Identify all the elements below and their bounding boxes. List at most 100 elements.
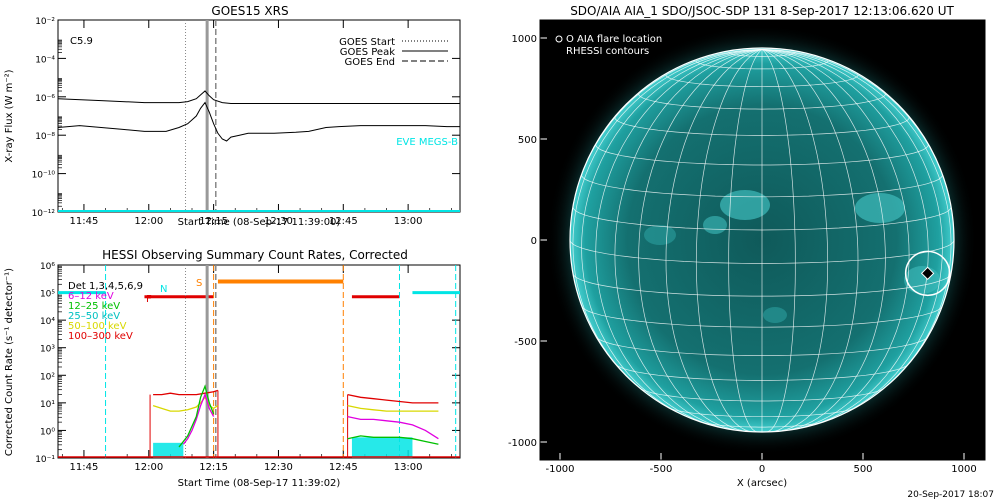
heliographic-grid — [570, 49, 954, 432]
goes-y-tick-label: 10⁻⁴ — [35, 55, 55, 65]
grid-meridian — [638, 49, 763, 431]
active-region-2 — [855, 193, 905, 223]
goes-y-tick-label: 10⁻² — [35, 17, 55, 27]
hessi-x-tick-label: 13:00 — [394, 462, 423, 473]
goes-series-short — [57, 101, 460, 142]
hessi-series-0 — [153, 389, 219, 396]
aia-y-tick-label: -500 — [514, 337, 537, 348]
aia-x-title: X (arcsec) — [737, 478, 787, 489]
hessi-y-tick-label: 10³ — [40, 345, 55, 355]
goes-plot-frame — [57, 19, 461, 213]
aia-x-tick-label: 1000 — [951, 464, 976, 475]
hessi-y-tick-label: 10⁶ — [40, 262, 55, 272]
grid-meridian — [728, 49, 763, 432]
grid-meridian — [572, 49, 763, 397]
hessi-legend-item: 6–12 keV — [68, 291, 114, 302]
aia-x-tick-label: -500 — [650, 464, 673, 475]
aia-y-tick-label: 500 — [518, 135, 537, 146]
hessi-series-5 — [347, 404, 439, 412]
aia-y-tick-label: 1000 — [512, 34, 537, 45]
goes-series-long — [57, 90, 460, 104]
hessi-panel: HESSI Observing Summary Count Rates, Cor… — [4, 248, 461, 489]
eve-megs-label: EVE MEGS-B — [396, 137, 458, 148]
legend-aia-flare: O AIA flare location — [566, 34, 662, 45]
hessi-state-bars — [58, 279, 460, 299]
legend-rhessi: RHESSI contours — [566, 46, 649, 57]
hessi-x-tick-label: 11:45 — [70, 462, 99, 473]
aia-title: SDO/AIA AIA_1 SDO/JSOC-SDP 131 8-Sep-201… — [570, 4, 954, 18]
hessi-series-4 — [347, 393, 439, 404]
grid-meridian — [665, 49, 763, 432]
hessi-series — [152, 384, 439, 448]
hessi-legend-item: 12–25 keV — [68, 301, 120, 312]
hessi-y-tick-label: 10¹ — [40, 400, 55, 410]
hessi-x-title: Start Time (08-Sep-17 11:39:02) — [178, 478, 341, 489]
hessi-y-title: Corrected Count Rate (s⁻¹ detector⁻¹) — [4, 268, 15, 456]
goes-panel: GOES15 XRS 10⁻¹² 10⁻¹⁰ 10⁻⁸ 10⁻⁶ 10⁻⁴ 10⁻² 11… — [4, 4, 461, 228]
goes-x-tick-label: 12:45 — [329, 216, 358, 227]
goes-x-tick-label: 12:00 — [134, 216, 163, 227]
active-region-5 — [763, 307, 787, 323]
aia-y-axis: -1000 -500 0 500 1000 — [508, 34, 547, 449]
hessi-series-6 — [347, 415, 439, 440]
aia-panel: -1000 -500 0 500 1000 -1000 -500 0 500 1000 SDO/… — [508, 4, 986, 489]
hessi-cyan-noise-right — [351, 437, 413, 458]
legend-aia-marker — [555, 35, 563, 43]
goes-y-tick-label: 10⁻⁸ — [35, 132, 55, 142]
footer-timestamp: 20-Sep-2017 18:07 — [907, 490, 994, 500]
grid-meridian — [761, 49, 943, 422]
grid-meridian — [595, 49, 763, 428]
hessi-title: HESSI Observing Summary Count Rates, Cor… — [102, 248, 408, 262]
hessi-detectors: Det 1,3,4,5,6,9 — [68, 281, 143, 292]
aia-x-tick-label: 500 — [853, 464, 872, 475]
hessi-series-7 — [347, 435, 439, 445]
flag-f: F — [146, 294, 152, 305]
legend-goes-end: GOES End — [345, 57, 395, 68]
grid-meridian — [695, 49, 763, 432]
hessi-x-tick-label: 12:00 — [134, 462, 163, 473]
aia-x-axis: -1000 -500 0 500 1000 — [545, 453, 977, 475]
goes-y-tick-label: 10⁻¹² — [32, 209, 56, 219]
hessi-legend-item: 50–100 keV — [68, 321, 127, 332]
goes-x-tick-label: 13:00 — [394, 216, 423, 227]
legend-goes-peak: GOES Peak — [340, 47, 395, 58]
grid-meridian — [761, 49, 796, 432]
flag-s: S — [196, 278, 202, 289]
hessi-y-tick-label: 10⁰ — [40, 427, 55, 437]
goes-y-tick-label: 10⁻¹⁰ — [32, 171, 56, 181]
aia-x-tick-label: 0 — [759, 464, 765, 475]
grid-meridian — [614, 49, 763, 430]
goes-series — [57, 90, 460, 142]
hessi-x-tick-label: 12:45 — [329, 462, 358, 473]
hessi-legend-item: 25–50 keV — [68, 311, 120, 322]
goes-x-tick-label: 11:45 — [70, 216, 99, 227]
hessi-y-tick-label: 10² — [40, 372, 55, 382]
legend-goes-start: GOES Start — [339, 37, 395, 48]
active-region-6 — [904, 266, 940, 294]
goes-y-axis: 10⁻¹² 10⁻¹⁰ 10⁻⁸ 10⁻⁶ 10⁻⁴ 10⁻² — [32, 17, 460, 219]
goes-class-label: C5.9 — [70, 36, 93, 47]
goes-x-tick-label: 12:15 — [199, 216, 228, 227]
aia-y-tick-label: -1000 — [508, 438, 537, 449]
goes-x-title: Start Time (08-Sep-17 11:39:00) — [178, 217, 341, 228]
goes-y-title: X-ray Flux (W m⁻²) — [4, 69, 15, 162]
hessi-plot-frame — [57, 264, 461, 459]
active-region-3 — [703, 216, 727, 234]
grid-meridian — [761, 49, 859, 432]
flag-n: N — [160, 284, 167, 295]
grid-meridian — [761, 49, 929, 428]
aia-plot-frame — [539, 19, 986, 461]
flare-location-circle — [904, 250, 951, 297]
solar-limb — [569, 47, 955, 433]
goes-y-tick-label: 10⁻⁶ — [35, 94, 55, 104]
hessi-y-tick-label: 10⁻¹ — [35, 455, 55, 465]
active-region-4 — [644, 225, 676, 245]
grid-meridian — [761, 49, 829, 432]
hessi-series-2 — [182, 392, 215, 445]
aia-x-tick-label: -1000 — [545, 464, 574, 475]
grid-meridian — [761, 49, 886, 431]
grid-meridian — [761, 49, 910, 430]
hessi-y-tick-label: 10⁴ — [40, 317, 55, 327]
